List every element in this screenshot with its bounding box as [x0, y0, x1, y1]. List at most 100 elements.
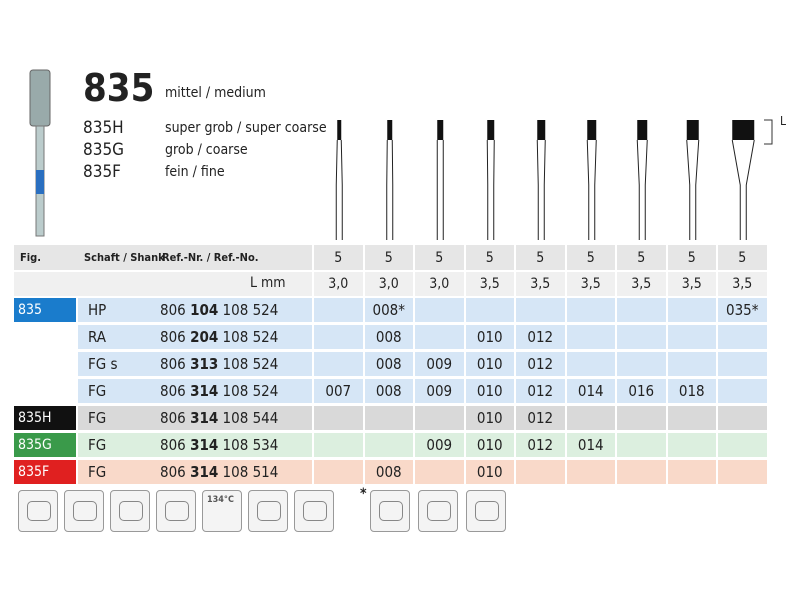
ref-part: 806 [160, 355, 186, 373]
ref-number: 806 104 108 524 [160, 301, 278, 319]
size-cell [617, 406, 666, 430]
length-cell: 3,5 [617, 272, 666, 296]
ref-part: 108 524 [222, 301, 279, 319]
size-cell [364, 406, 413, 430]
size-cell [314, 460, 363, 484]
column-header: Fig. [20, 251, 41, 264]
size-cell [465, 298, 514, 322]
variant-desc: fein / fine [165, 164, 225, 180]
size-cell [516, 460, 565, 484]
length-cell: 3,5 [516, 272, 565, 296]
ref-part: 806 [160, 463, 186, 481]
size-cell [667, 433, 716, 457]
size-cell [314, 325, 363, 349]
fig-label: 835H [14, 406, 76, 430]
row-bg [78, 379, 312, 403]
shank: FG [88, 463, 107, 481]
length-cell: 3,5 [465, 272, 514, 296]
size-cell: 008 [364, 352, 413, 376]
fig-label: 835F [14, 460, 76, 484]
ref-part: 806 [160, 301, 186, 319]
size-cell [617, 325, 666, 349]
variant-desc: grob / coarse [165, 142, 248, 158]
size-cell [718, 433, 767, 457]
ref-number: 806 314 108 524 [160, 382, 278, 400]
shank: FG [88, 436, 107, 454]
ref-part: 204 [190, 328, 219, 346]
column-header: Ref.-Nr. / Ref.-No. [162, 251, 259, 264]
shank: FG [88, 409, 107, 427]
pack-cell: 5 [566, 245, 615, 270]
size-cell: 008* [364, 298, 413, 322]
icon-glyph [379, 501, 403, 521]
length-cell: 3,0 [314, 272, 363, 296]
shank: HP [88, 301, 107, 319]
length-cell: 3,5 [667, 272, 716, 296]
ref-part: 314 [190, 463, 219, 481]
icon [248, 490, 288, 532]
product-subtitle: mittel / medium [165, 85, 266, 101]
bur-part [587, 120, 597, 140]
ref-part: 806 [160, 382, 186, 400]
pack-cell: 5 [617, 245, 666, 270]
ref-part: 313 [190, 355, 219, 373]
size-cell: 007 [314, 379, 363, 403]
ref-part: 806 [160, 436, 186, 454]
icon [156, 490, 196, 532]
size-cell: 014 [566, 379, 615, 403]
variant-desc: super grob / super coarse [165, 120, 327, 136]
pack-cell: 5 [516, 245, 565, 270]
ref-part: 108 524 [222, 382, 279, 400]
row-bg [78, 460, 312, 484]
bur-part [386, 139, 394, 240]
bur-part [586, 139, 597, 240]
pack-cell: 5 [465, 245, 514, 270]
icon-glyph [427, 501, 451, 521]
bur-part [686, 120, 699, 140]
size-cell [566, 352, 615, 376]
length-cell: 3,0 [415, 272, 464, 296]
icon-glyph [27, 501, 51, 521]
ref-number: 806 314 108 534 [160, 436, 278, 454]
size-cell [718, 379, 767, 403]
bur-part [387, 120, 393, 140]
icon: 134°C [202, 490, 242, 532]
icon [110, 490, 150, 532]
variant-code: 835H [83, 118, 124, 138]
size-cell: 010 [465, 433, 514, 457]
size-cell: 012 [516, 379, 565, 403]
length-cell: 3,0 [364, 272, 413, 296]
size-cell: 008 [364, 460, 413, 484]
ref-part: 108 534 [222, 436, 279, 454]
size-cell [667, 325, 716, 349]
size-cell [617, 352, 666, 376]
row-bg [78, 352, 312, 376]
size-cell [718, 460, 767, 484]
size-cell: 008 [364, 379, 413, 403]
bur-part [436, 140, 444, 240]
ref-part: 108 514 [222, 463, 279, 481]
ref-number: 806 314 108 544 [160, 409, 278, 427]
size-cell [566, 298, 615, 322]
size-cell: 009 [415, 352, 464, 376]
bur-part [537, 120, 546, 140]
size-cell: 018 [667, 379, 716, 403]
ref-part: 314 [190, 436, 219, 454]
size-cell [566, 460, 615, 484]
shank: FG [88, 382, 107, 400]
size-cell [617, 433, 666, 457]
length-cell: 3,5 [566, 272, 615, 296]
size-cell: 012 [516, 433, 565, 457]
drawings [29, 69, 773, 240]
ref-part: 806 [160, 409, 186, 427]
bur-part [437, 120, 444, 140]
ref-part: 806 [160, 328, 186, 346]
fig-label: 835 [14, 298, 76, 322]
length-label-bg [14, 272, 312, 296]
bur-part [637, 120, 648, 140]
fig-label: 835G [14, 433, 76, 457]
icon [370, 490, 410, 532]
ref-part: 108 524 [222, 328, 279, 346]
size-cell [314, 298, 363, 322]
bur-part [486, 139, 495, 240]
